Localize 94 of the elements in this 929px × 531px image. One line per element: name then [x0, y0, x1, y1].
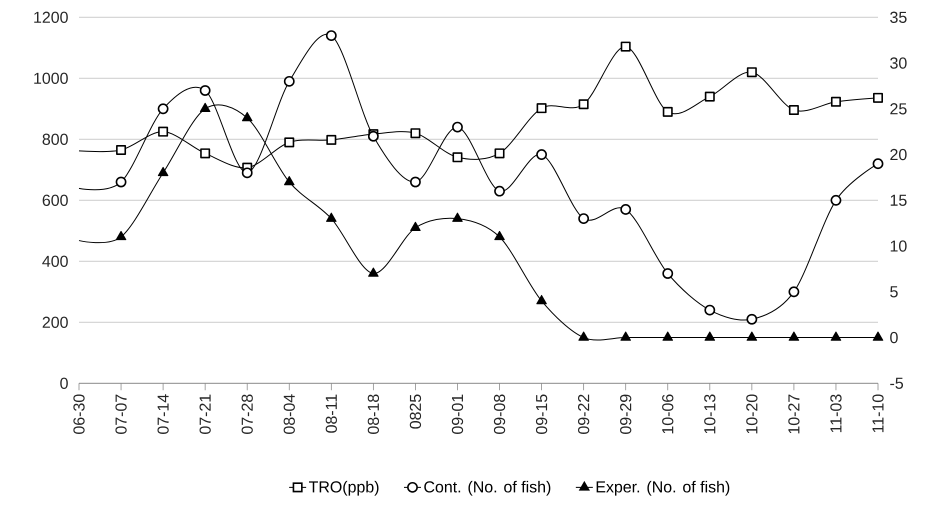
point: [116, 230, 126, 240]
point: [326, 212, 337, 222]
legend-label: Exper. (No. of fish): [596, 480, 730, 496]
y-tick-label: 200: [42, 316, 68, 328]
y-tick-label: 600: [42, 194, 68, 206]
point: [704, 304, 716, 316]
x-tick-label: 09-08: [494, 394, 506, 434]
point: [200, 102, 210, 112]
y2-tick-label: 0: [890, 332, 898, 344]
x-tick-label: 08-04: [284, 394, 295, 434]
point: [746, 314, 758, 325]
y-tick-label: 1000: [34, 72, 68, 84]
point: [578, 213, 590, 224]
y-tick-label: 1200: [34, 12, 68, 23]
y2-tick-label: 10: [890, 240, 907, 252]
point: [158, 126, 168, 137]
point: [368, 268, 379, 277]
point: [116, 144, 126, 155]
point: [284, 176, 295, 186]
x-tick-label: 08-18: [368, 394, 380, 434]
point: [872, 332, 884, 341]
x-tick-label: 09-01: [452, 394, 464, 434]
point: [242, 112, 252, 122]
point: [494, 148, 505, 158]
point: [746, 332, 758, 341]
legend-label: Cont. (No. of fish): [424, 480, 550, 496]
point: [830, 332, 842, 341]
y2-tick-label: 15: [890, 194, 907, 206]
point: [326, 30, 337, 41]
x-tick-label: 09-29: [620, 394, 632, 434]
point: [452, 212, 463, 222]
x-tick-label: 07-14: [157, 394, 169, 434]
x-tick-label: 10-13: [704, 394, 716, 434]
y-tick-label: 400: [42, 256, 68, 267]
point: [746, 67, 757, 78]
x-tick-label: 11-10: [872, 394, 884, 432]
point: [536, 294, 547, 304]
point: [284, 76, 295, 87]
point: [536, 149, 547, 160]
point: [620, 332, 631, 341]
x-tick-label: 10-27: [788, 394, 800, 434]
legend-label: TRO(ppb): [308, 480, 378, 496]
point: [662, 332, 674, 341]
point: [578, 332, 589, 341]
point: [830, 194, 842, 206]
point: [410, 128, 420, 138]
point: [788, 332, 800, 341]
x-tick-label: 06-30: [73, 394, 85, 434]
x-tick-label: 10-06: [662, 394, 674, 434]
y-tick-label: 800: [42, 134, 68, 145]
point: [536, 103, 547, 114]
point: [830, 96, 841, 107]
point: [494, 230, 505, 240]
point: [620, 204, 632, 215]
point: [284, 137, 294, 148]
point: [662, 268, 674, 279]
y2-tick-label: 20: [890, 148, 907, 160]
x-tick-label: 09-22: [578, 394, 590, 434]
x-tick-label: 09-15: [536, 394, 548, 434]
point: [116, 176, 126, 188]
point: [368, 130, 379, 142]
point: [704, 92, 715, 102]
point: [200, 85, 211, 96]
y2-tick-label: 25: [890, 103, 907, 114]
x-tick-label: 08-11: [326, 394, 337, 433]
point: [452, 152, 462, 162]
point: [494, 186, 505, 197]
point: [158, 166, 168, 176]
point: [158, 103, 169, 114]
y2-tick-label: 35: [890, 12, 907, 23]
point: [788, 105, 799, 116]
point: [872, 158, 884, 170]
y2-tick-label: 30: [890, 57, 907, 69]
point: [873, 92, 884, 103]
point: [410, 222, 421, 231]
y-tick-label: 0: [60, 378, 68, 389]
x-tick-label: 07-28: [242, 394, 253, 434]
y2-tick-label: 5: [890, 286, 898, 298]
x-tick-label: 11-03: [830, 394, 842, 432]
point: [326, 134, 336, 145]
point: [200, 148, 210, 158]
point: [578, 99, 589, 110]
point: [620, 42, 631, 52]
x-tick-label: 10-20: [746, 394, 758, 434]
point: [410, 176, 421, 188]
point: [704, 332, 716, 341]
point: [242, 167, 253, 178]
point: [788, 286, 800, 298]
y2-tick-label: -5: [890, 378, 904, 389]
point: [452, 122, 463, 132]
x-tick-label: 0825: [410, 394, 422, 429]
point: [662, 106, 673, 117]
x-tick-label: 07-21: [200, 394, 211, 434]
x-tick-label: 07-07: [115, 394, 127, 434]
